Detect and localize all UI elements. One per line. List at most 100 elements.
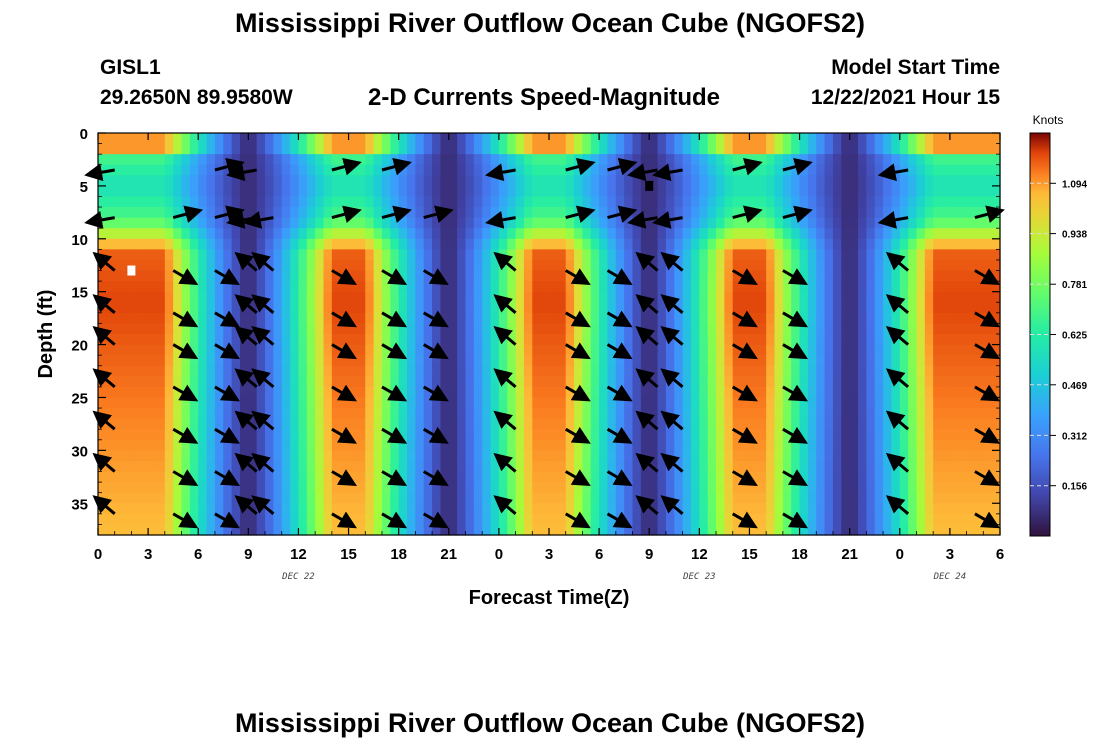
heatmap-cell: [991, 503, 1001, 515]
heatmap-cell: [523, 249, 533, 261]
heatmap-cell: [423, 238, 433, 250]
heatmap-cell: [407, 355, 416, 367]
heatmap-cell: [782, 376, 792, 388]
current-vector: [331, 157, 362, 176]
heatmap-cell: [457, 270, 467, 282]
heatmap-cell: [807, 217, 817, 229]
heatmap-cell: [966, 524, 976, 536]
heatmap-cell: [791, 175, 801, 187]
heatmap-cell: [331, 133, 341, 145]
heatmap-cell: [356, 439, 366, 451]
heatmap-cell: [356, 259, 366, 272]
heatmap-cell: [807, 503, 817, 515]
heatmap-cell: [690, 397, 700, 409]
heatmap-cell: [423, 217, 433, 229]
heatmap-cell: [432, 133, 442, 145]
heatmap-cell: [782, 418, 792, 430]
heatmap-cell: [974, 439, 984, 451]
heatmap-cell: [899, 397, 909, 409]
heatmap-cell: [214, 228, 224, 240]
heatmap-cell: [724, 270, 734, 282]
heatmap-cell: [415, 365, 425, 377]
heatmap-cell: [924, 429, 934, 441]
heatmap-cell: [123, 524, 133, 536]
heatmap-cell: [649, 408, 659, 420]
heatmap-cell: [599, 365, 609, 377]
current-vector: [493, 251, 517, 272]
heatmap-cell: [908, 503, 918, 515]
heatmap-cell: [674, 323, 684, 335]
heatmap-cell: [256, 513, 266, 526]
heatmap-cell: [465, 450, 475, 462]
current-vector: [660, 251, 684, 272]
current-vector: [331, 469, 357, 487]
heatmap-cell: [181, 238, 191, 250]
heatmap-cell: [290, 259, 300, 272]
heatmap-cell: [331, 143, 341, 155]
heatmap-cell: [432, 164, 442, 176]
heatmap-cell: [565, 323, 575, 335]
heatmap-cell: [607, 207, 617, 219]
heatmap-cell: [916, 513, 926, 526]
heatmap-cell: [782, 217, 792, 229]
heatmap-cell: [532, 175, 542, 187]
heatmap-cell: [214, 312, 224, 325]
current-vector: [885, 251, 910, 272]
heatmap-cell: [281, 503, 291, 515]
heatmap-cell: [198, 513, 208, 526]
heatmap-cell: [590, 302, 600, 314]
heatmap-cell: [716, 365, 725, 377]
heatmap-cell: [523, 460, 533, 473]
heatmap-cell: [256, 524, 266, 536]
heatmap-cell: [908, 312, 918, 325]
current-vector: [214, 384, 240, 402]
heatmap-cell: [532, 281, 542, 293]
heatmap-cell: [858, 408, 867, 420]
heatmap-cell: [574, 249, 584, 261]
heatmap-cell: [891, 228, 901, 240]
heatmap-cell: [824, 143, 834, 155]
heatmap-cell: [849, 133, 859, 145]
heatmap-cell: [273, 439, 283, 451]
heatmap-cell: [148, 164, 158, 176]
heatmap-cell: [799, 450, 809, 462]
heatmap-cell: [515, 460, 525, 473]
current-vector: [660, 294, 684, 314]
heatmap-cell: [256, 281, 266, 293]
heatmap-cell: [448, 154, 458, 166]
heatmap-cell: [599, 471, 609, 483]
heatmap-cell: [624, 524, 634, 536]
heatmap-cell: [732, 270, 742, 282]
heatmap-cell: [498, 513, 508, 526]
heatmap-cell: [908, 154, 918, 166]
heatmap-cell: [682, 196, 692, 208]
heatmap-cell: [407, 185, 416, 198]
heatmap-cell: [549, 249, 558, 261]
heatmap-cell: [106, 217, 116, 229]
heatmap-cell: [624, 376, 634, 388]
heatmap-cell: [649, 355, 659, 367]
heatmap-cell: [223, 259, 233, 272]
heatmap-cell: [448, 429, 458, 441]
heatmap-cell: [791, 503, 801, 515]
heatmap-cell: [874, 386, 884, 399]
heatmap-cell: [832, 228, 842, 240]
heatmap-cell: [407, 228, 416, 240]
heatmap-cell: [440, 228, 450, 240]
heatmap-cell: [440, 238, 450, 250]
heatmap-cell: [432, 291, 442, 303]
heatmap-cell: [949, 492, 959, 504]
heatmap-cell: [164, 344, 174, 356]
heatmap-cell: [98, 397, 107, 409]
heatmap-cell: [223, 376, 233, 388]
heatmap-cell: [757, 302, 767, 314]
heatmap-cell: [974, 312, 984, 325]
heatmap-cell: [340, 249, 350, 261]
heatmap-cell: [373, 249, 383, 261]
heatmap-cell: [432, 376, 442, 388]
heatmap-cell: [306, 143, 316, 155]
heatmap-cell: [356, 302, 366, 314]
heatmap-cell: [741, 238, 751, 250]
heatmap-cell: [899, 386, 909, 399]
heatmap-cell: [949, 175, 959, 187]
